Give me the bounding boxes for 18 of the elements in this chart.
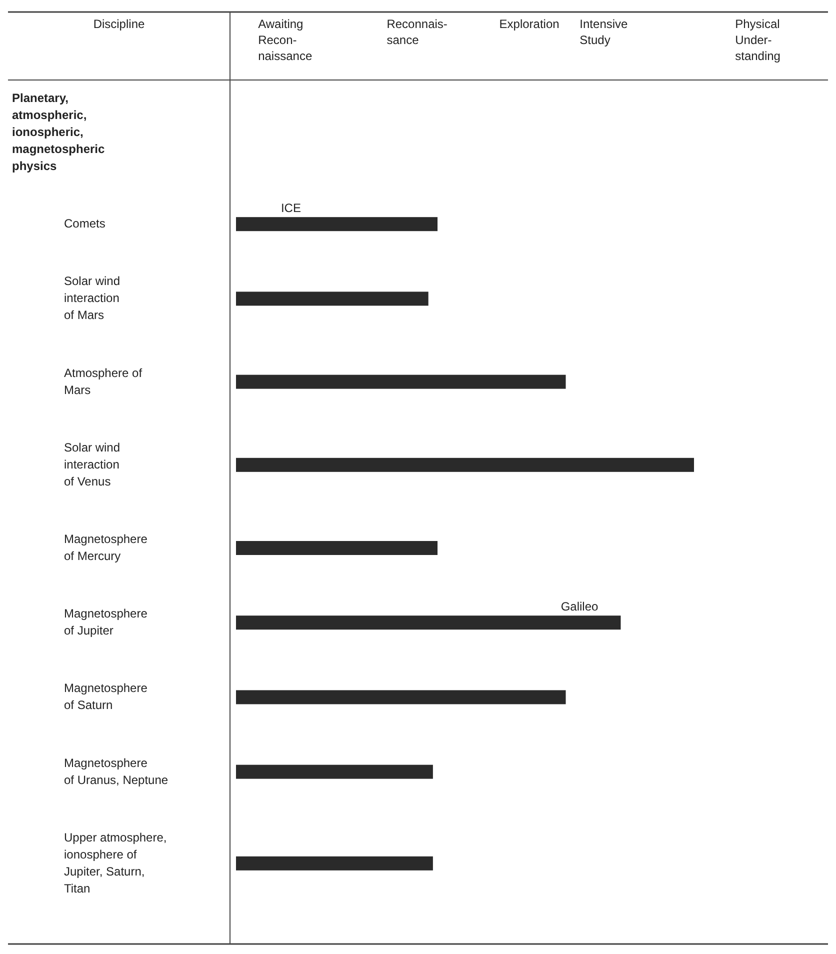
annotation: Galileo	[560, 600, 598, 614]
y-tick-label: Solar wind interaction of Mars	[64, 274, 120, 322]
y-tick-label: Solar wind interaction of Venus	[64, 440, 120, 488]
y-tick-label: Atmosphere of Mars	[64, 366, 143, 397]
text: Planetary, atmospheric, ionospheric, magnetospheric physics	[12, 91, 106, 173]
y-tick-label: Magnetosphere of Uranus, Neptune	[64, 756, 168, 787]
text: Awaiting Recon- naissance	[258, 17, 312, 63]
text: Reconnais- sance	[386, 17, 448, 47]
text: Exploration	[499, 17, 560, 31]
text: Physical Under- standing	[735, 17, 780, 63]
y-tick-label: Upper atmosphere, ionosphere of Jupiter, Saturn, Titan	[64, 830, 167, 896]
y-tick-label: Magnetosphere of Saturn	[64, 681, 148, 712]
text: Intensive Study	[580, 17, 628, 47]
y-tick-label: Comets	[64, 216, 106, 231]
y-tick-label: Magnetosphere of Mercury	[64, 532, 148, 563]
annotation: ICE	[280, 201, 301, 216]
y-tick-label: Magnetosphere of Jupiter	[64, 606, 148, 638]
text: Discipline	[93, 17, 145, 31]
